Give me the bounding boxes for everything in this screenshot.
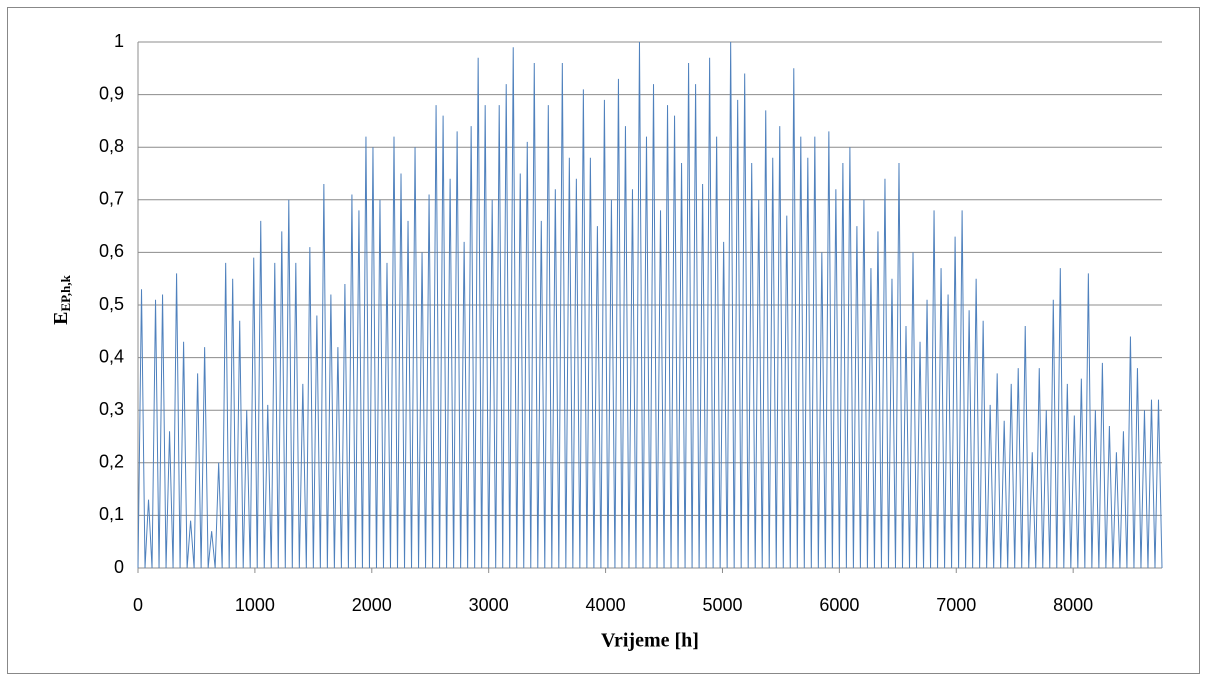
x-tick-label: 2000 xyxy=(352,595,392,615)
y-tick-label: 0,3 xyxy=(99,399,124,419)
x-tick-label: 0 xyxy=(133,595,143,615)
x-tick-label: 1000 xyxy=(235,595,275,615)
y-tick-label: 1 xyxy=(114,31,124,51)
x-tick-label: 4000 xyxy=(586,595,626,615)
y-axis-title: EEP,h,k xyxy=(50,274,73,324)
x-tick-label: 7000 xyxy=(936,595,976,615)
x-tick-label: 8000 xyxy=(1053,595,1093,615)
y-tick-label: 0,6 xyxy=(99,241,124,261)
y-tick-label: 0,1 xyxy=(99,504,124,524)
y-tick-label: 0,4 xyxy=(99,346,124,366)
y-tick-label: 0,2 xyxy=(99,452,124,472)
y-tick-label: 0,8 xyxy=(99,136,124,156)
y-tick-label: 0 xyxy=(114,557,124,577)
chart-border xyxy=(7,7,1200,674)
x-tick-label: 5000 xyxy=(702,595,742,615)
y-axis-title-sub: EP,h,k xyxy=(58,274,73,311)
x-tick-label: 3000 xyxy=(469,595,509,615)
y-tick-label: 0,5 xyxy=(99,294,124,314)
y-axis-title-main: E xyxy=(50,312,72,325)
series-line xyxy=(137,41,1163,569)
y-tick-label: 0,7 xyxy=(99,189,124,209)
x-tick-label: 6000 xyxy=(819,595,859,615)
x-axis-title: Vrijeme [h] xyxy=(601,630,699,652)
y-tick-label: 0,9 xyxy=(99,83,124,103)
